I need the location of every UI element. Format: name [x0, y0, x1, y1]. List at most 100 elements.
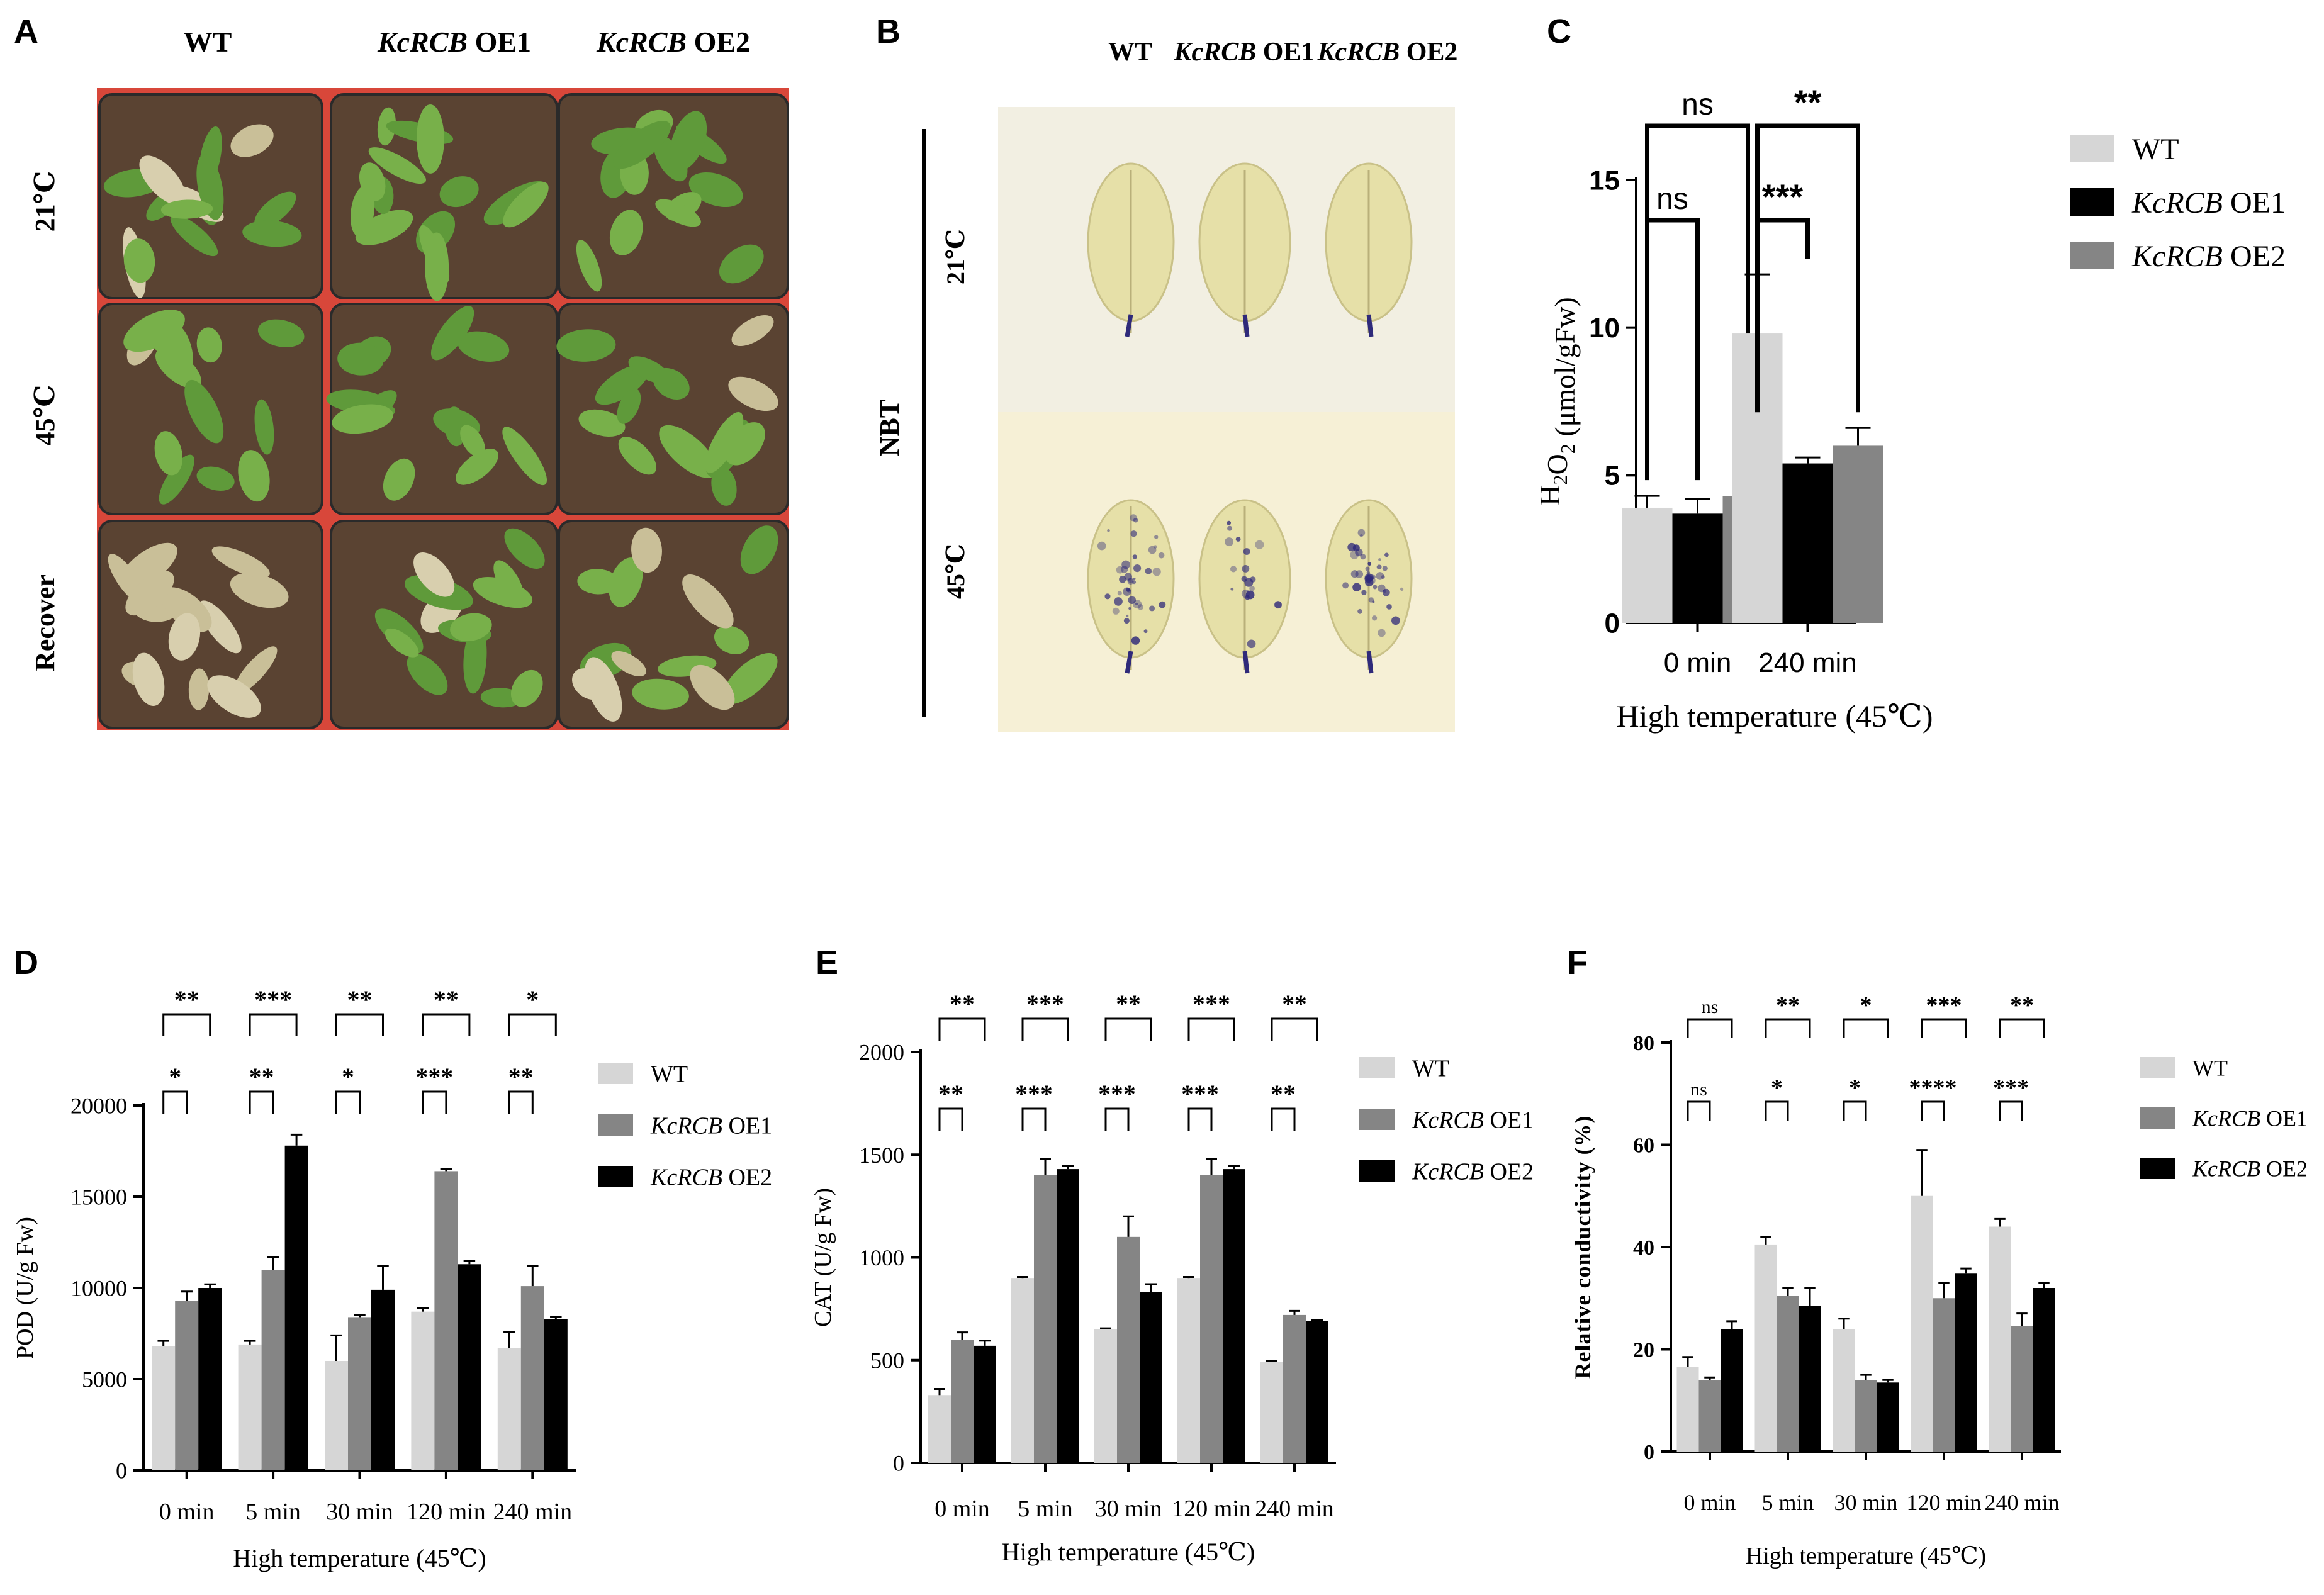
stain-spot: [1381, 575, 1385, 579]
panel-a-col-wt: WT: [184, 26, 232, 58]
bar: [1855, 1380, 1877, 1452]
stain-spot: [1133, 578, 1136, 581]
stain-spot: [1250, 576, 1256, 583]
plant-leaf: [556, 329, 616, 362]
panel-b-stain-label: NBT: [874, 400, 905, 456]
significance-bracket: [938, 1017, 986, 1041]
bar: [1260, 1362, 1283, 1463]
x-tick-label: 120 min: [1906, 1490, 1981, 1515]
panel-e-label: E: [816, 944, 838, 982]
stain-spot: [1225, 537, 1234, 547]
plant-leaf: [139, 155, 186, 205]
significance-label: ns: [1702, 997, 1719, 1017]
panel-b-col-oe2: KcRCB OE2: [1317, 38, 1458, 67]
stain-spot: [1378, 629, 1386, 637]
plant-leaf: [503, 182, 549, 228]
bar: [1223, 1169, 1245, 1463]
y-tick-label: 0: [116, 1458, 127, 1484]
y-tick-label: 500: [870, 1348, 904, 1373]
significance-bracket: [335, 1013, 384, 1036]
significance-label: ns: [1681, 88, 1714, 121]
significance-bracket: [1843, 1018, 1889, 1038]
y-axis-label: CAT (U/g Fw): [810, 1188, 836, 1327]
significance-bracket: [1104, 1107, 1130, 1131]
plant-leaf: [413, 552, 455, 597]
stain-spot: [1149, 605, 1155, 612]
legend-swatch: [1359, 1109, 1395, 1130]
plant-leaf: [168, 613, 201, 661]
plant-leaf: [740, 525, 778, 574]
x-tick-label: 5 min: [245, 1499, 301, 1525]
significance-bracket: [1999, 1100, 2023, 1121]
significance-bracket: [1187, 1107, 1213, 1131]
y-axis-label: POD (U/g Fw): [12, 1217, 38, 1359]
stain-spot: [1241, 576, 1247, 582]
legend-label: WT: [2132, 133, 2179, 166]
stain-spot: [1119, 576, 1126, 583]
stain-spot: [1274, 601, 1282, 609]
plant-leaf: [430, 306, 474, 361]
stain-spot: [1378, 558, 1381, 561]
stain-spot: [1255, 540, 1264, 549]
stain-spot: [1112, 607, 1120, 615]
panel-a-row-recover: Recover: [30, 574, 60, 671]
bar: [1672, 513, 1723, 623]
legend-gene-name: KcRCB: [650, 1164, 722, 1190]
x-tick-label: 240 min: [1984, 1490, 2059, 1515]
plant-leaf: [211, 546, 270, 578]
plant-leaf: [682, 574, 734, 629]
stain-spot: [1355, 548, 1363, 557]
plant-leaf: [504, 528, 545, 569]
significance-bracket: [1187, 1017, 1235, 1041]
plant-leaf: [407, 653, 448, 695]
panel-b-col-gene: KcRCB: [1317, 38, 1400, 67]
significance-bracket: [249, 1090, 274, 1114]
stain-spot: [1131, 636, 1140, 645]
stain-spot: [1152, 568, 1161, 576]
stain-spot: [1364, 573, 1373, 582]
bar: [928, 1395, 951, 1463]
significance-label: **: [1776, 992, 1800, 1019]
plant-leaf: [230, 124, 274, 157]
plant-leaf: [257, 319, 305, 348]
bar: [1877, 1382, 1899, 1452]
plant-leaf: [159, 454, 194, 505]
stain-spot: [1382, 588, 1390, 596]
stain-spot: [1376, 572, 1384, 580]
significance-label: *: [1849, 1075, 1861, 1101]
legend-swatch: [598, 1114, 633, 1136]
panel-a-row-21: 21℃: [30, 171, 60, 232]
y-axis-label: H2O2 (μmol/gFw): [1534, 297, 1581, 505]
stain-spot: [1245, 590, 1255, 600]
significance-label: ***: [1193, 990, 1230, 1018]
plant-leaf: [416, 104, 444, 174]
stain-spot: [1247, 639, 1256, 649]
x-tick-label: 240 min: [1758, 647, 1857, 678]
bar: [458, 1264, 481, 1470]
significance-label: *: [526, 985, 539, 1014]
stain-spot: [1117, 591, 1122, 596]
stain-spot: [1159, 601, 1166, 608]
panel-a-col-gene: KcRCB: [596, 26, 687, 58]
bar: [284, 1145, 308, 1470]
panel-b-leaves: [1087, 162, 1413, 674]
bar: [1177, 1278, 1200, 1463]
x-axis-label: High temperature (45℃): [1746, 1543, 1986, 1569]
stain-spot: [1391, 616, 1400, 625]
bar: [951, 1340, 974, 1463]
stain-spot: [1126, 588, 1130, 592]
significance-bracket: [1755, 218, 1810, 259]
plant-leaf: [170, 215, 218, 257]
significance-bracket: [335, 1090, 361, 1114]
legend-swatch: [598, 1166, 633, 1187]
significance-bracket: [1271, 1107, 1296, 1131]
stain-spot: [1230, 566, 1237, 573]
bar: [1933, 1298, 1955, 1452]
bar: [1698, 1380, 1721, 1452]
leaf-petiole-stain: [1366, 314, 1374, 337]
significance-bracket: [1687, 1100, 1711, 1121]
y-axis-label-part: O: [1541, 454, 1573, 474]
bar: [1283, 1314, 1306, 1463]
plant-leaf: [653, 367, 690, 400]
